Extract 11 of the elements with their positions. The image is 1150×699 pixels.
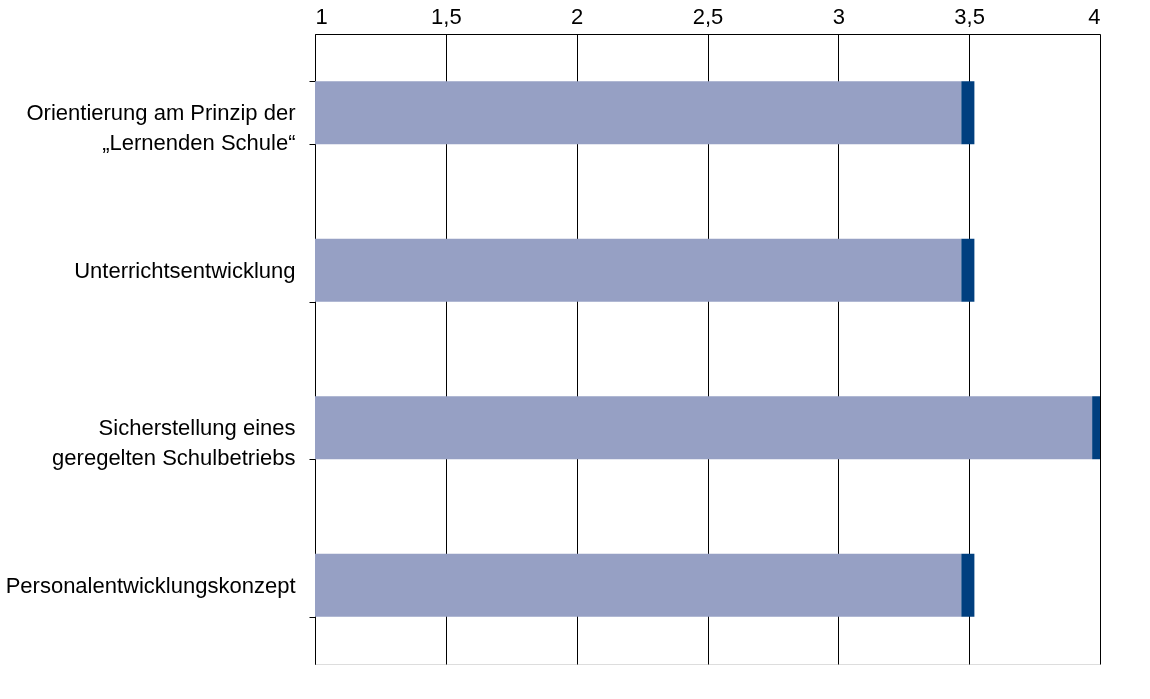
y-tick-label: Sicherstellung eines geregelten Schulbetriebs bbox=[52, 415, 296, 471]
x-tick-label: 2,5 bbox=[692, 3, 724, 29]
y-tick-label: Personalentwicklungskonzept bbox=[5, 572, 296, 598]
y-tick-label: Orientierung am Prinzip der „Lernenden Schule“ bbox=[26, 100, 296, 156]
x-tick-label: 3,5 bbox=[954, 3, 985, 29]
x-tick-label: 4 bbox=[1088, 3, 1101, 29]
y-tick-label: Unterrichtsentwicklung bbox=[74, 257, 296, 283]
x-tick-label: 2 bbox=[571, 3, 584, 29]
x-tick-label: 1,5 bbox=[431, 3, 462, 29]
x-tick-label: 1 bbox=[315, 3, 328, 29]
x-tick-label: 3 bbox=[832, 3, 845, 29]
